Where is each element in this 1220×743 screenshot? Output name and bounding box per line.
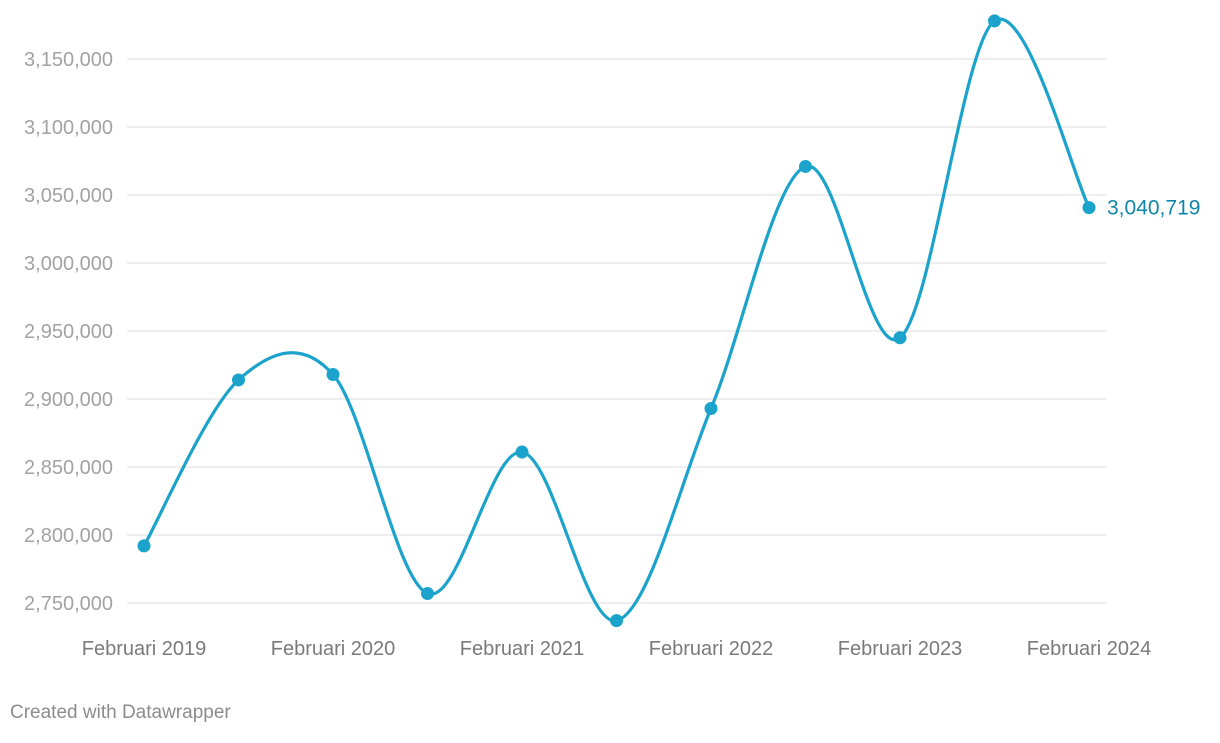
grid-layer: [127, 58, 1107, 604]
y-tick-label: 3,100,000: [24, 117, 113, 139]
x-tick-label: Februari 2021: [460, 638, 585, 660]
data-point: [137, 539, 151, 553]
y-tick-label: 2,800,000: [24, 525, 113, 547]
y-tick-label: 3,000,000: [24, 253, 113, 275]
data-point: [893, 331, 907, 345]
x-tick-label: Februari 2020: [271, 638, 396, 660]
series-line: [142, 17, 1091, 623]
y-tick-label: 2,750,000: [24, 593, 113, 615]
y-tick-label: 3,050,000: [24, 185, 113, 207]
y-tick-label: 2,900,000: [24, 389, 113, 411]
data-point: [326, 368, 340, 382]
y-tick-label: 2,950,000: [24, 321, 113, 343]
end-value-label: 3,040,719: [1107, 197, 1200, 220]
data-point: [988, 14, 1001, 28]
data-point: [421, 586, 434, 600]
credit-text: Created with Datawrapper: [10, 702, 231, 723]
x-tick-label: Februari 2022: [649, 638, 774, 660]
points-layer: [137, 14, 1096, 628]
series-layer: [142, 17, 1091, 623]
x-axis: Februari 2019 Februari 2020 Februari 2021 F…: [82, 638, 1152, 660]
data-point: [610, 614, 623, 628]
data-point: [232, 373, 245, 387]
y-tick-label: 2,850,000: [24, 457, 113, 479]
data-point: [1082, 201, 1096, 215]
x-tick-label: Februari 2023: [838, 638, 963, 660]
label-layer: 3,040,719: [1107, 197, 1200, 220]
x-tick-label: Februari 2024: [1027, 638, 1152, 660]
data-point: [799, 159, 812, 173]
data-point: [704, 402, 718, 416]
data-point: [515, 445, 529, 459]
y-axis: 2,750,000 2,800,000 2,850,000 2,900,000 2,95…: [24, 49, 113, 615]
y-tick-label: 3,150,000: [24, 49, 113, 71]
x-tick-label: Februari 2019: [82, 638, 207, 660]
